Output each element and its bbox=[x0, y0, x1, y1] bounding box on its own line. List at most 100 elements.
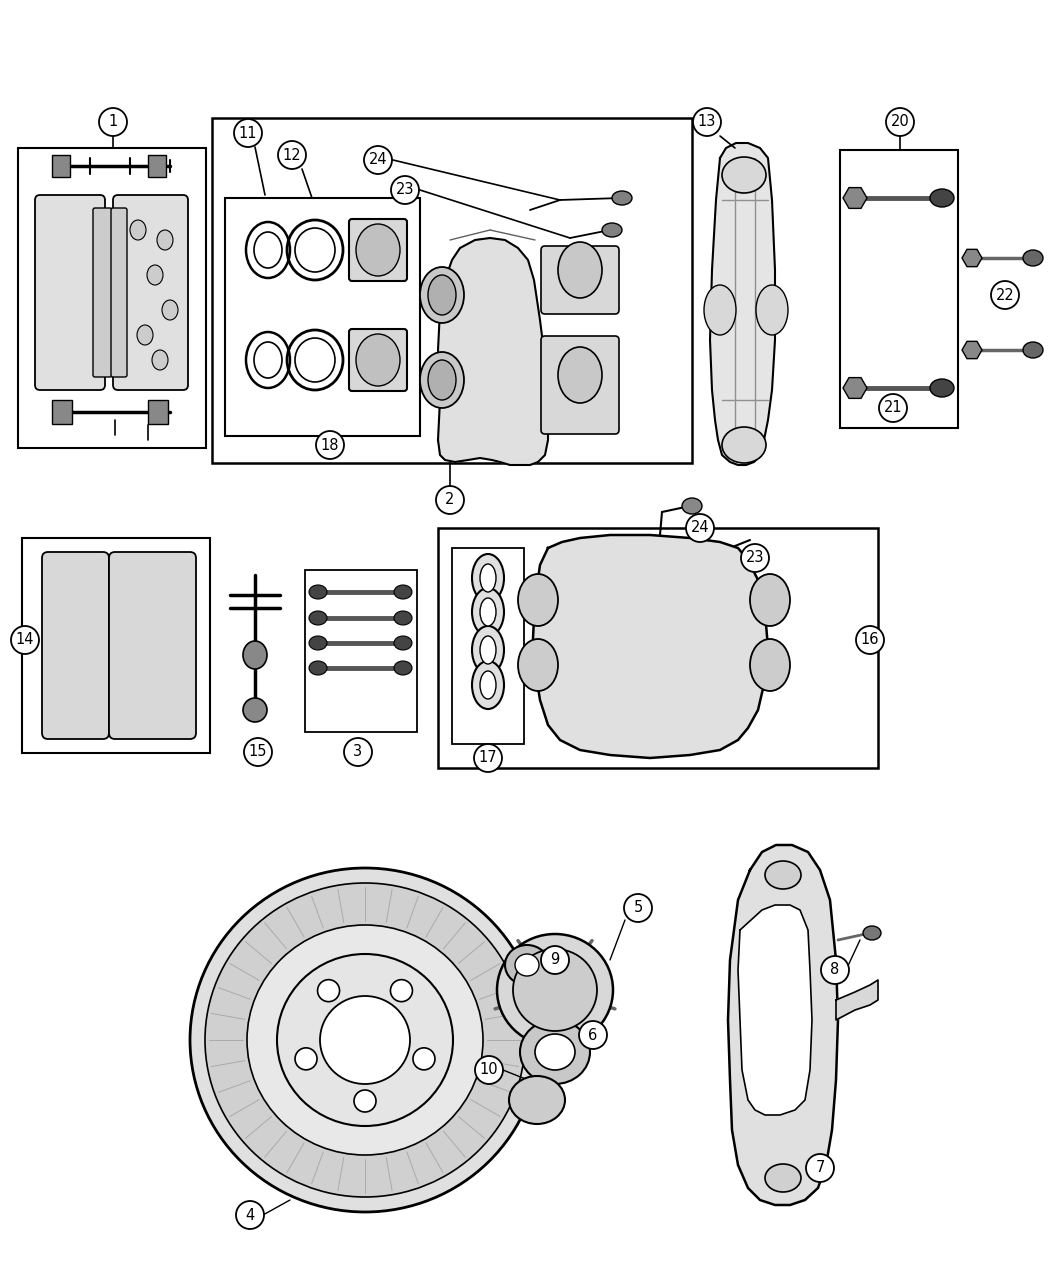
Circle shape bbox=[316, 431, 344, 459]
Circle shape bbox=[541, 946, 569, 974]
Circle shape bbox=[579, 1021, 607, 1049]
Bar bbox=[840, 150, 958, 428]
Bar bbox=[225, 198, 420, 436]
Circle shape bbox=[693, 108, 721, 136]
FancyBboxPatch shape bbox=[93, 208, 112, 377]
Ellipse shape bbox=[480, 598, 496, 626]
Bar bbox=[212, 119, 692, 463]
Ellipse shape bbox=[136, 325, 153, 346]
FancyBboxPatch shape bbox=[113, 195, 188, 390]
Ellipse shape bbox=[247, 924, 483, 1155]
Ellipse shape bbox=[295, 1048, 317, 1070]
Ellipse shape bbox=[190, 868, 540, 1213]
Polygon shape bbox=[738, 905, 812, 1116]
Ellipse shape bbox=[428, 275, 456, 315]
Polygon shape bbox=[438, 238, 548, 465]
Ellipse shape bbox=[394, 660, 412, 674]
Ellipse shape bbox=[391, 979, 413, 1002]
Ellipse shape bbox=[309, 611, 327, 625]
Circle shape bbox=[344, 738, 372, 766]
Ellipse shape bbox=[520, 1020, 590, 1084]
Ellipse shape bbox=[536, 1034, 575, 1070]
Text: 1: 1 bbox=[108, 115, 118, 130]
Ellipse shape bbox=[518, 574, 558, 626]
Ellipse shape bbox=[509, 1076, 565, 1125]
Circle shape bbox=[244, 738, 272, 766]
Ellipse shape bbox=[243, 641, 267, 669]
Text: 10: 10 bbox=[480, 1062, 499, 1077]
Ellipse shape bbox=[602, 223, 622, 237]
Text: 23: 23 bbox=[396, 182, 415, 198]
Circle shape bbox=[624, 894, 652, 922]
Text: 9: 9 bbox=[550, 952, 560, 968]
Ellipse shape bbox=[309, 585, 327, 599]
Ellipse shape bbox=[558, 242, 602, 298]
Text: 12: 12 bbox=[282, 148, 301, 162]
Bar bbox=[304, 570, 417, 732]
Ellipse shape bbox=[480, 671, 496, 699]
Ellipse shape bbox=[514, 954, 539, 975]
Circle shape bbox=[236, 1201, 264, 1229]
Polygon shape bbox=[533, 536, 768, 759]
Ellipse shape bbox=[930, 189, 954, 207]
Ellipse shape bbox=[152, 351, 168, 370]
Ellipse shape bbox=[394, 636, 412, 650]
FancyBboxPatch shape bbox=[349, 329, 407, 391]
Polygon shape bbox=[728, 845, 838, 1205]
Ellipse shape bbox=[254, 232, 282, 268]
FancyBboxPatch shape bbox=[541, 337, 620, 434]
Circle shape bbox=[99, 108, 127, 136]
Ellipse shape bbox=[317, 979, 339, 1002]
Ellipse shape bbox=[497, 935, 613, 1046]
Ellipse shape bbox=[254, 342, 282, 377]
Circle shape bbox=[278, 142, 306, 170]
Ellipse shape bbox=[722, 157, 766, 193]
Ellipse shape bbox=[428, 360, 456, 400]
FancyBboxPatch shape bbox=[111, 208, 127, 377]
Ellipse shape bbox=[756, 286, 788, 335]
Ellipse shape bbox=[394, 585, 412, 599]
Ellipse shape bbox=[863, 926, 881, 940]
Polygon shape bbox=[836, 980, 878, 1020]
Circle shape bbox=[856, 626, 884, 654]
Ellipse shape bbox=[1023, 250, 1043, 266]
Text: 24: 24 bbox=[691, 520, 710, 536]
Text: 5: 5 bbox=[633, 900, 643, 915]
Ellipse shape bbox=[295, 338, 335, 382]
Ellipse shape bbox=[682, 499, 702, 514]
Bar bbox=[438, 528, 878, 768]
Circle shape bbox=[821, 956, 849, 984]
Ellipse shape bbox=[162, 300, 178, 320]
Circle shape bbox=[234, 119, 262, 147]
Ellipse shape bbox=[320, 996, 410, 1084]
Ellipse shape bbox=[354, 1090, 376, 1112]
Ellipse shape bbox=[130, 221, 146, 240]
Ellipse shape bbox=[394, 611, 412, 625]
Circle shape bbox=[879, 394, 907, 422]
Ellipse shape bbox=[765, 861, 801, 889]
Ellipse shape bbox=[147, 265, 163, 286]
Ellipse shape bbox=[472, 626, 504, 674]
Circle shape bbox=[686, 514, 714, 542]
Ellipse shape bbox=[309, 660, 327, 674]
Ellipse shape bbox=[356, 224, 400, 275]
FancyBboxPatch shape bbox=[541, 246, 620, 314]
FancyBboxPatch shape bbox=[349, 219, 407, 280]
Ellipse shape bbox=[277, 954, 453, 1126]
Text: 14: 14 bbox=[16, 632, 35, 648]
Ellipse shape bbox=[505, 945, 549, 986]
Text: 7: 7 bbox=[815, 1160, 824, 1176]
Bar bbox=[18, 148, 206, 448]
Circle shape bbox=[806, 1154, 834, 1182]
Ellipse shape bbox=[472, 660, 504, 709]
FancyBboxPatch shape bbox=[42, 552, 109, 740]
Polygon shape bbox=[710, 143, 775, 465]
Ellipse shape bbox=[722, 427, 766, 463]
FancyBboxPatch shape bbox=[109, 552, 196, 740]
Circle shape bbox=[436, 486, 464, 514]
Bar bbox=[22, 538, 210, 754]
Circle shape bbox=[364, 147, 392, 173]
Text: 20: 20 bbox=[890, 115, 909, 130]
Text: 24: 24 bbox=[369, 153, 387, 167]
Ellipse shape bbox=[472, 588, 504, 636]
